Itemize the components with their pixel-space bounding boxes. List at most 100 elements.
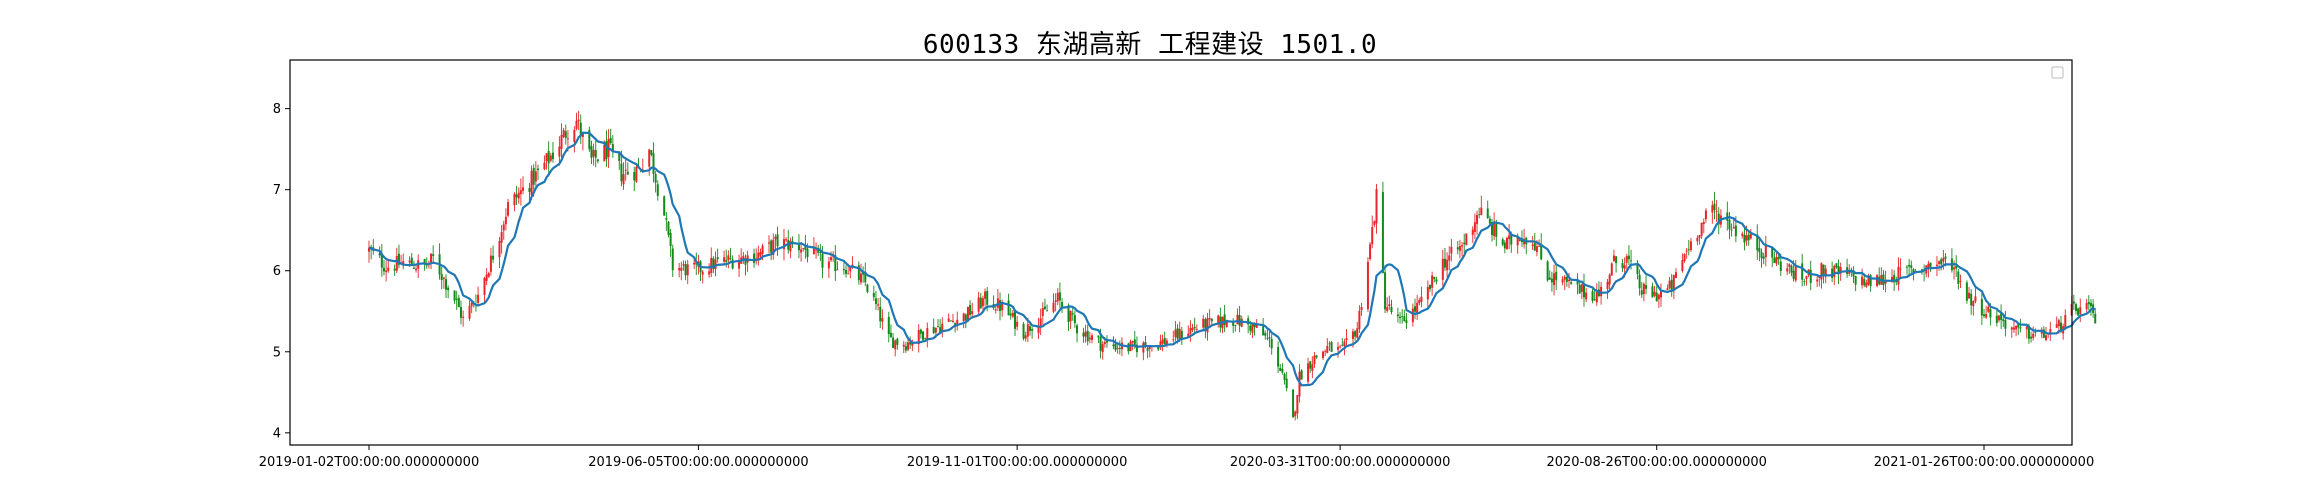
candle-body — [1884, 281, 1887, 284]
candle-body — [669, 233, 672, 247]
candle-body — [1292, 389, 1295, 418]
candle-body — [729, 258, 732, 259]
candle-body — [1876, 275, 1879, 287]
candle-body — [487, 273, 490, 277]
candle-body — [1612, 255, 1615, 262]
candle-body — [881, 318, 884, 322]
candle-body — [1689, 241, 1692, 250]
candle-body — [367, 247, 371, 252]
candle-body — [1456, 247, 1459, 250]
candle-body — [430, 253, 433, 263]
candle-body — [1270, 338, 1273, 349]
candle-body — [979, 297, 982, 309]
candle-body — [1591, 291, 1594, 301]
candle-body — [1835, 263, 1838, 268]
candle-body — [1195, 328, 1198, 330]
candle-body — [492, 255, 495, 260]
candle-body — [1839, 267, 1842, 274]
candle-body — [1974, 296, 1977, 302]
candle-body — [665, 218, 668, 220]
candle-body — [1135, 344, 1138, 353]
candle-body — [761, 245, 764, 254]
candle-body — [1336, 346, 1340, 350]
candle-body — [2015, 325, 2018, 330]
candle-body — [402, 261, 405, 265]
candle-body — [558, 146, 561, 157]
candle-body — [1001, 301, 1004, 311]
candle-body — [1555, 271, 1558, 281]
candle-body — [1405, 320, 1408, 323]
candle-body — [2019, 327, 2022, 329]
candle-body — [633, 172, 636, 181]
candle-body — [1944, 256, 1947, 259]
candle-body — [2049, 329, 2052, 334]
candle-body — [1657, 294, 1660, 300]
candle-body — [564, 131, 567, 138]
candle-body — [1570, 282, 1573, 284]
candle-body — [969, 304, 972, 315]
y-tick-label: 6 — [273, 264, 281, 279]
candle-body — [947, 318, 950, 322]
candle-body — [455, 298, 458, 300]
candle-body — [1251, 323, 1254, 333]
candle-body — [1861, 276, 1864, 286]
candle-body — [1161, 339, 1164, 344]
candle-body — [680, 267, 683, 271]
candle-body — [956, 319, 959, 326]
candle-body — [1026, 324, 1029, 337]
candle-body — [1264, 332, 1267, 336]
candle-body — [2060, 322, 2063, 332]
candle-body — [815, 249, 818, 251]
candle-body — [859, 273, 862, 283]
candle-body — [1627, 255, 1630, 260]
candle-body — [1386, 307, 1389, 311]
candle-body — [1217, 315, 1220, 323]
x-tick-label: 2020-08-26T00:00:00.000000000 — [1546, 455, 1766, 470]
candle-body — [1296, 395, 1299, 414]
candle-body — [1255, 324, 1258, 328]
candle-body — [1987, 307, 1990, 312]
candle-body — [485, 274, 488, 281]
candle-body — [1369, 244, 1372, 260]
candle-body — [1373, 221, 1376, 225]
candle-body — [1114, 343, 1117, 351]
candle-body — [543, 162, 546, 170]
candle-body — [1920, 269, 1923, 271]
legend-box — [2051, 66, 2064, 79]
candle-body — [2085, 303, 2088, 310]
candle-body — [1985, 313, 1988, 318]
candle-body — [1801, 263, 1804, 280]
candle-body — [723, 257, 726, 262]
candle-body — [1899, 268, 1902, 270]
candle-body — [1655, 292, 1658, 302]
candle-body — [1645, 285, 1648, 289]
candle-body — [528, 188, 531, 192]
candle-body — [1165, 340, 1168, 346]
candle-body — [1219, 316, 1222, 328]
candle-body — [1232, 322, 1235, 326]
candle-body — [1448, 255, 1451, 261]
candle-body — [1687, 249, 1690, 251]
candle-body — [924, 337, 927, 339]
candle-body — [663, 196, 666, 216]
candle-body — [650, 150, 653, 155]
candle-body — [984, 291, 987, 299]
candle-body — [834, 255, 837, 272]
candle-body — [2004, 320, 2007, 329]
candle-body — [1381, 192, 1384, 273]
candle-body — [1052, 302, 1055, 312]
candle-body — [1831, 268, 1834, 278]
candle-body — [1959, 280, 1962, 282]
candle-body — [2027, 325, 2030, 339]
candle-body — [1013, 311, 1017, 329]
candle-body — [1041, 308, 1044, 316]
candle-body — [1794, 266, 1797, 281]
candle-body — [2017, 323, 2020, 328]
candle-body — [1082, 332, 1085, 337]
y-tick-label: 5 — [273, 345, 281, 360]
candle-body — [842, 268, 845, 271]
candle-body — [902, 344, 905, 347]
candle-body — [1294, 411, 1297, 417]
candle-body — [1893, 274, 1896, 283]
candle-body — [1698, 235, 1701, 238]
